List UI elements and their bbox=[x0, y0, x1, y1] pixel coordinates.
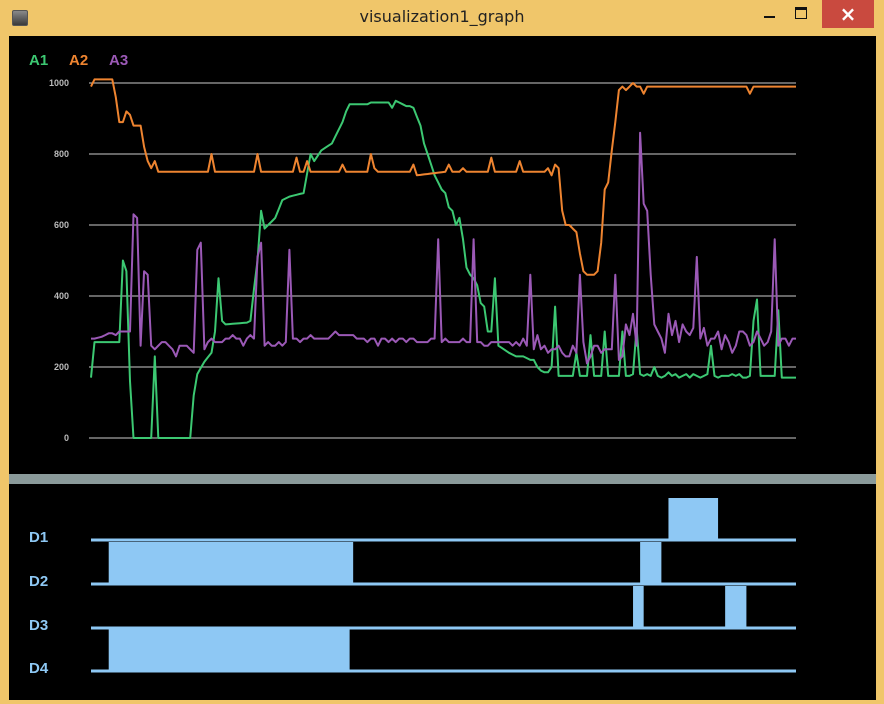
graph-canvas: 1000 800 600 400 200 0 A1 A2 A3 D1 D2 D3 D4 bbox=[9, 36, 876, 700]
digital-label-d1: D1 bbox=[29, 529, 48, 546]
graph-svg: 1000 800 600 400 200 0 A1 A2 A3 D1 D2 D3 D4 bbox=[9, 52, 876, 677]
digital-label-d3: D3 bbox=[29, 617, 48, 634]
digital-pulse bbox=[640, 542, 662, 584]
digital-label-d2: D2 bbox=[29, 573, 48, 590]
y-tick-label: 400 bbox=[54, 291, 69, 301]
legend-a3: A3 bbox=[109, 52, 128, 69]
digital-pulse bbox=[633, 586, 644, 628]
legend-a2: A2 bbox=[69, 52, 88, 69]
maximize-icon bbox=[795, 7, 807, 19]
close-icon: × bbox=[839, 2, 857, 26]
close-button[interactable]: × bbox=[822, 0, 874, 28]
digital-pulse bbox=[668, 498, 719, 540]
panel-divider bbox=[9, 474, 876, 484]
digital-pulse bbox=[108, 542, 354, 584]
series-line-a1 bbox=[90, 99, 796, 439]
y-tick-label: 0 bbox=[64, 433, 69, 443]
legend-a1: A1 bbox=[29, 52, 48, 69]
minimize-button[interactable] bbox=[754, 0, 784, 26]
title-bar: visualization1_graph × bbox=[0, 0, 884, 34]
series-line-a2 bbox=[90, 78, 796, 276]
digital-label-d4: D4 bbox=[29, 660, 49, 677]
digital-pulse bbox=[108, 629, 350, 671]
y-tick-label: 1000 bbox=[49, 78, 69, 88]
app-icon[interactable] bbox=[12, 10, 28, 26]
minimize-icon bbox=[763, 16, 775, 18]
y-tick-label: 800 bbox=[54, 149, 69, 159]
maximize-button[interactable] bbox=[786, 0, 816, 26]
y-tick-label: 200 bbox=[54, 362, 69, 372]
y-tick-label: 600 bbox=[54, 220, 69, 230]
digital-pulse bbox=[725, 586, 747, 628]
window-title: visualization1_graph bbox=[359, 7, 525, 26]
series-line-a3 bbox=[91, 131, 796, 365]
